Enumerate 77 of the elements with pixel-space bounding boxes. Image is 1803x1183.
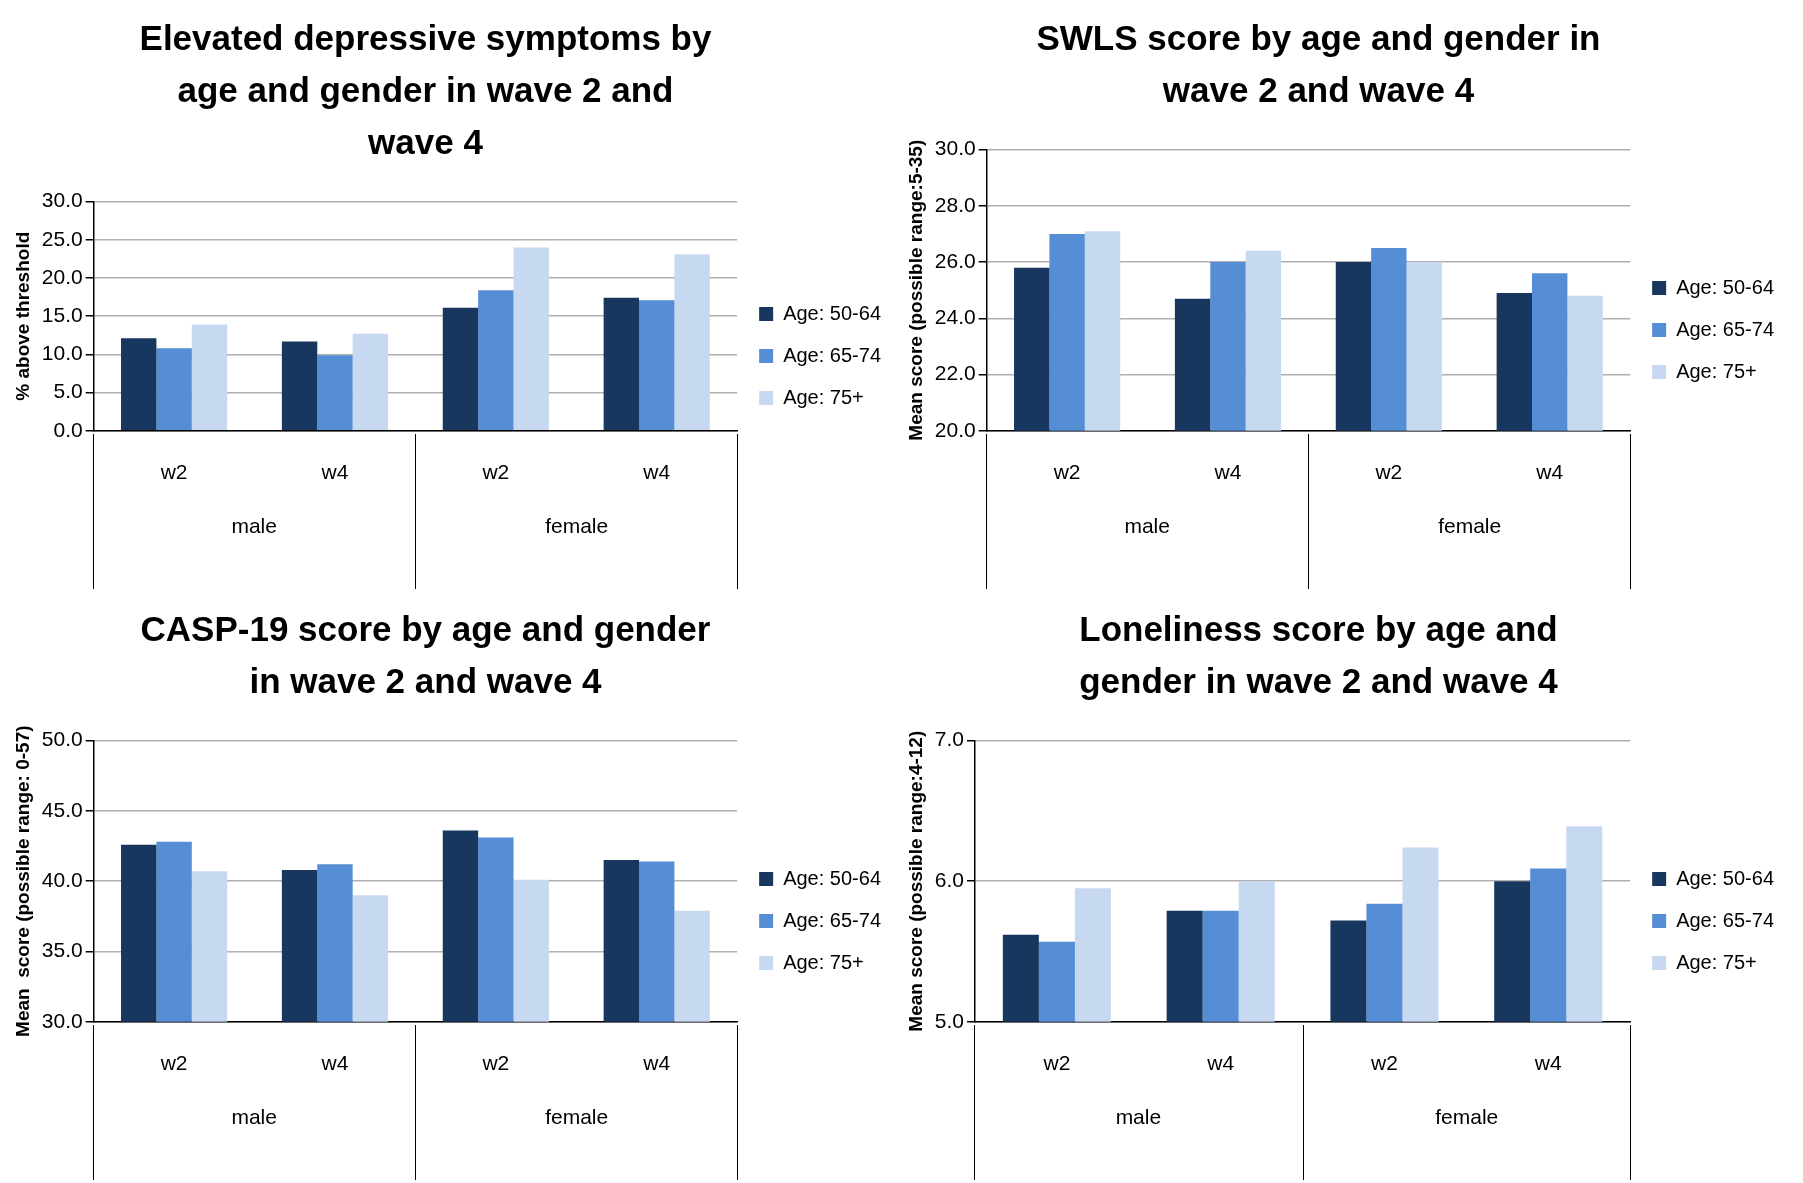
text: male <box>1123 513 1171 538</box>
y-tick-label: 20.0 <box>41 264 83 288</box>
x-tick-label: w2 <box>1052 460 1081 484</box>
y-tick-label: 7.0 <box>934 727 964 751</box>
bar <box>442 307 479 431</box>
bar <box>513 247 549 431</box>
bar <box>317 355 353 431</box>
x-tick-label: w4 <box>320 460 349 484</box>
y-tick-label: 10.0 <box>41 341 83 365</box>
chart-title: Elevated depressive symptoms by age and gender in wave 2 and wave 4 <box>138 17 713 163</box>
bar <box>674 254 710 431</box>
bar <box>478 290 514 431</box>
x-tick-label: w2 <box>1042 1051 1071 1075</box>
x-tick-label: w4 <box>1206 1051 1235 1075</box>
legend-label: Age: 75+ <box>783 950 864 973</box>
y-tick-label: 28.0 <box>934 192 976 216</box>
x-tick-label: w4 <box>642 460 671 484</box>
bar <box>639 300 675 431</box>
x-tick-label: w2 <box>1370 1051 1398 1075</box>
x-tick-label: w2 <box>159 460 188 484</box>
y-tick-label: 5.0 <box>934 1008 964 1032</box>
y-axis-title: Mean score (possible range:5-35) <box>904 139 926 441</box>
y-tick-label: 45.0 <box>41 797 83 821</box>
legend-label: Age: 50-64 <box>1676 275 1775 298</box>
y-tick-label: 30.0 <box>934 136 976 160</box>
text: female <box>544 513 610 538</box>
y-tick-label: 24.0 <box>934 305 976 329</box>
y-tick-label: 5.0 <box>53 379 83 403</box>
legend-label: Age: 65-74 <box>783 908 882 931</box>
legend-label: Age: 50-64 <box>1676 866 1775 889</box>
text: male <box>1114 1104 1163 1129</box>
x-tick-label: w4 <box>1533 1051 1562 1075</box>
x-tick-label: w2 <box>481 460 510 484</box>
y-tick-label: 50.0 <box>41 727 83 751</box>
bar <box>121 338 157 431</box>
bar <box>191 324 228 431</box>
y-tick-label: 22.0 <box>934 361 976 385</box>
y-axis-title: % above threshold <box>11 231 33 401</box>
x-tick-label: w4 <box>1535 460 1564 484</box>
text: female <box>544 1104 610 1129</box>
legend-label: Age: 50-64 <box>783 301 882 324</box>
bar <box>156 348 192 431</box>
y-tick-label: 30.0 <box>41 188 83 212</box>
y-axis-title: Mean score (possible range: 0-57) <box>11 725 33 1037</box>
chart-title: CASP-19 score by age and gender in wave 2 and wave 4 <box>139 608 712 702</box>
legend-label: Age: 75+ <box>1676 359 1757 382</box>
x-tick-label: w4 <box>1213 460 1242 484</box>
bar <box>281 341 318 431</box>
text: male <box>230 513 278 538</box>
x-tick-label: w4 <box>642 1051 671 1075</box>
x-tick-label: w2 <box>481 1051 510 1075</box>
chart-title: Loneliness score by age and gender in wave 2 and wave 4 <box>1078 608 1559 702</box>
y-tick-label: 25.0 <box>41 226 83 250</box>
legend-label: Age: 75+ <box>783 385 864 408</box>
x-tick-label: w4 <box>320 1051 349 1075</box>
legend-label: Age: 65-74 <box>783 343 882 366</box>
x-tick-label: w2 <box>1374 460 1403 484</box>
bar <box>352 333 389 431</box>
legend-label: Age: 50-64 <box>783 866 882 889</box>
y-tick-label: 35.0 <box>41 938 83 962</box>
y-tick-label: 0.0 <box>53 417 83 441</box>
y-tick-label: 40.0 <box>41 868 83 891</box>
chart-title: SWLS score by age and gender in wave 2 and wave 4 <box>1035 17 1602 111</box>
y-axis-title: Mean score (possible range:4-12) <box>904 730 926 1032</box>
y-tick-label: 20.0 <box>934 417 976 441</box>
text: male <box>230 1104 278 1129</box>
y-tick-label: 26.0 <box>934 248 976 272</box>
legend-label: Age: 65-74 <box>1676 908 1775 931</box>
x-tick-label: w2 <box>159 1051 188 1075</box>
text: female <box>1437 513 1503 538</box>
legend-label: Age: 65-74 <box>1676 317 1775 340</box>
y-tick-label: 6.0 <box>934 868 964 891</box>
y-tick-label: 30.0 <box>41 1008 83 1032</box>
text: female <box>1434 1104 1500 1129</box>
bar <box>603 297 640 431</box>
legend-label: Age: 75+ <box>1676 950 1757 973</box>
y-tick-label: 15.0 <box>41 303 83 326</box>
